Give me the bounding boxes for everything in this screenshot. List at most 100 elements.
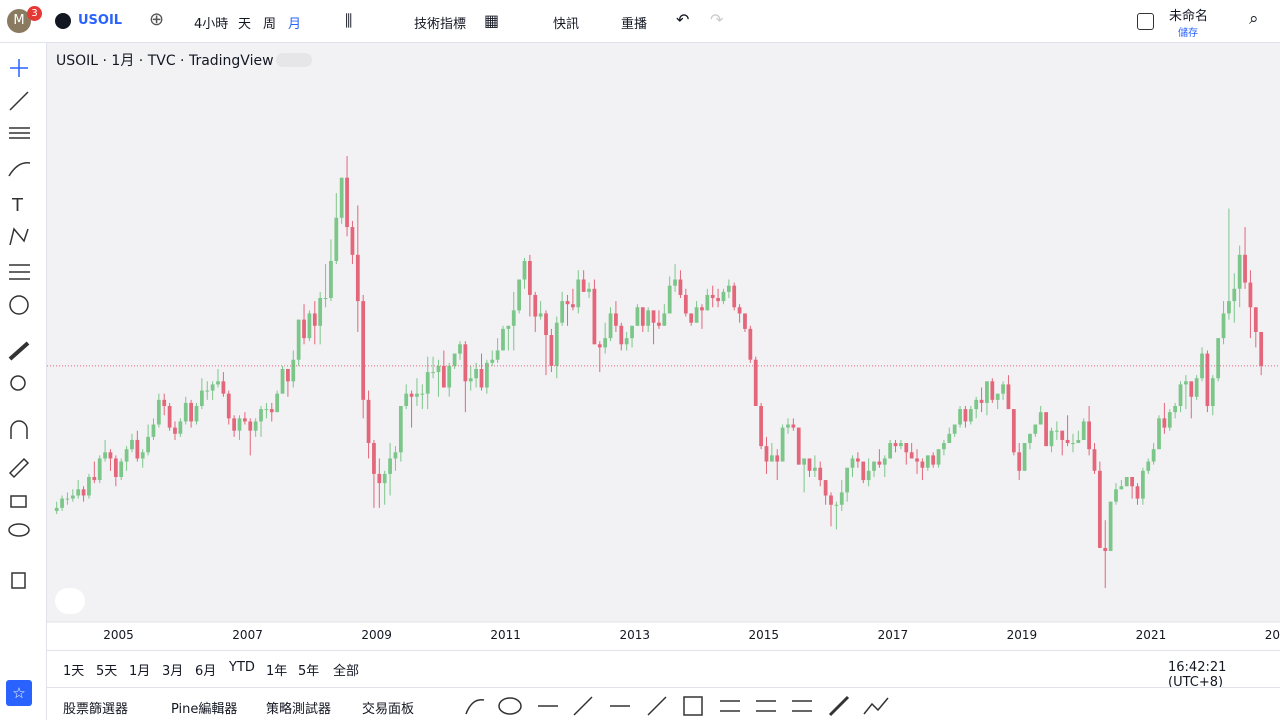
- x-tick-label: 2013: [619, 628, 650, 642]
- candle-body: [286, 368, 290, 382]
- candle-body: [909, 452, 914, 459]
- symbol[interactable]: USOIL: [78, 13, 123, 28]
- candle-body: [1194, 378, 1199, 397]
- alerts-button[interactable]: 快訊: [553, 17, 580, 32]
- interval[interactable]: 月: [288, 17, 302, 32]
- redo-button[interactable]: ↷: [710, 10, 724, 29]
- plot-background: [47, 43, 1280, 622]
- candle-body: [995, 393, 1000, 400]
- candle-body: [355, 254, 360, 302]
- bottom-panel-tabs: 股票篩選器 Pine編輯器 策略測試器 交易面板: [47, 687, 1280, 721]
- measure-tool[interactable]: [8, 341, 30, 361]
- magnet-tool[interactable]: [10, 420, 28, 439]
- lock-tool[interactable]: [10, 495, 27, 508]
- delete-tool[interactable]: [11, 572, 26, 589]
- tool[interactable]: [683, 696, 703, 716]
- candle-body: [81, 489, 86, 496]
- tool[interactable]: [573, 696, 593, 716]
- candle-body: [624, 338, 629, 345]
- candle-body: [259, 409, 263, 422]
- text-tool[interactable]: T: [11, 195, 24, 216]
- candle-body: [199, 390, 204, 407]
- fib-tool[interactable]: [9, 127, 30, 139]
- panel-tab[interactable]: Pine編輯器: [171, 702, 238, 717]
- candle-body: [1216, 338, 1221, 379]
- trendline-tool[interactable]: [9, 91, 29, 111]
- brush-tool[interactable]: [8, 162, 31, 177]
- star-icon: ☆: [12, 684, 25, 702]
- replay-button[interactable]: 重播: [621, 17, 648, 32]
- candle-body: [1119, 486, 1124, 490]
- save-status: 儲存: [1178, 28, 1198, 39]
- candle-body: [275, 393, 280, 413]
- layout-name[interactable]: 未命名: [1169, 9, 1209, 24]
- search-button[interactable]: ⌕: [1249, 9, 1259, 29]
- candle-body: [812, 467, 817, 471]
- candle-body: [597, 344, 602, 348]
- range-button[interactable]: 1月: [129, 664, 151, 679]
- candle-body: [732, 285, 737, 308]
- compare-button[interactable]: ⊕: [149, 9, 165, 30]
- range-button[interactable]: 1年: [266, 664, 288, 679]
- candle-body: [1248, 282, 1253, 308]
- candle-body: [1092, 449, 1097, 471]
- candle-body: [436, 365, 441, 373]
- candle-body: [694, 307, 699, 323]
- interval[interactable]: 4小時: [194, 17, 229, 32]
- layouts-button[interactable]: ▦: [484, 11, 500, 30]
- candle-body: [1087, 421, 1091, 450]
- candle-body: [947, 433, 952, 444]
- chart-type-button[interactable]: ⫼: [345, 11, 353, 30]
- candle-body: [1044, 412, 1048, 447]
- panel-tab[interactable]: 交易面板: [362, 702, 415, 717]
- candle-body: [565, 301, 570, 305]
- tool[interactable]: [647, 696, 667, 716]
- candle-body: [931, 455, 936, 465]
- candle-body: [1001, 384, 1005, 394]
- undo-button[interactable]: ↶: [676, 10, 690, 29]
- interval[interactable]: 天: [238, 17, 252, 32]
- indicators-button[interactable]: 技術指標: [414, 17, 467, 32]
- candle-body: [323, 298, 328, 300]
- tool[interactable]: [828, 695, 850, 717]
- range-button[interactable]: 5天: [96, 664, 118, 679]
- zoom-tool[interactable]: [10, 375, 26, 391]
- emoji-tool[interactable]: [9, 295, 29, 315]
- range-button[interactable]: 6月: [195, 664, 217, 679]
- candle-body: [372, 443, 376, 474]
- candle-body: [237, 418, 242, 431]
- candle-body: [1205, 353, 1210, 407]
- visibility-tool[interactable]: [8, 523, 30, 537]
- panel-tab[interactable]: 策略測試器: [266, 702, 332, 717]
- forecast-tool[interactable]: [9, 264, 30, 280]
- indicator-toggle[interactable]: [276, 53, 312, 67]
- crosshair-tool[interactable]: [10, 59, 28, 77]
- interval[interactable]: 周: [263, 17, 277, 32]
- clock[interactable]: 16:42:21 (UTC+8): [1168, 660, 1227, 690]
- range-button[interactable]: YTD: [229, 660, 255, 675]
- pattern-tool[interactable]: [9, 227, 29, 246]
- candle-body: [307, 313, 312, 339]
- candle-body: [178, 421, 183, 434]
- candle-body: [221, 381, 226, 394]
- range-button[interactable]: 全部: [333, 664, 360, 679]
- candle-body: [1081, 421, 1086, 440]
- candle-body: [527, 260, 532, 295]
- range-button[interactable]: 3月: [162, 664, 184, 679]
- candle-body: [829, 495, 833, 505]
- tool[interactable]: [863, 697, 889, 715]
- range-button[interactable]: 5年: [298, 664, 320, 679]
- candle-body: [318, 298, 323, 326]
- candle-body: [662, 313, 667, 326]
- candle-body: [1151, 449, 1156, 462]
- candle-body: [1162, 418, 1167, 428]
- candle-body: [614, 313, 618, 326]
- candle-body: [495, 350, 500, 360]
- tool[interactable]: [465, 699, 485, 715]
- tool[interactable]: [498, 697, 522, 715]
- panel-tab[interactable]: 股票篩選器: [63, 702, 129, 717]
- range-button[interactable]: 1天: [63, 664, 85, 679]
- watchlist-button[interactable]: [6, 680, 32, 706]
- lock-draw-tool[interactable]: [8, 457, 30, 479]
- x-tick-label: 2015: [749, 628, 780, 642]
